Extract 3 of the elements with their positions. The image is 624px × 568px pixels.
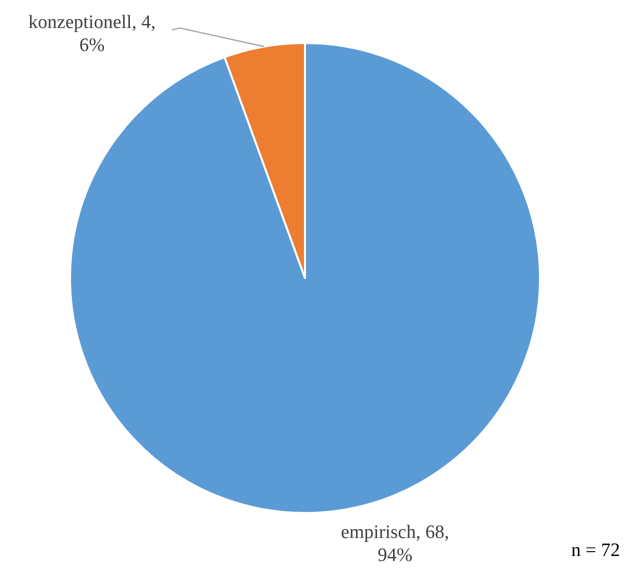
text: n = 72: [571, 540, 620, 561]
slice-label: konzeptionell, 4, 6%: [28, 12, 156, 56]
slice-label: empirisch, 68, 94%: [340, 522, 450, 566]
